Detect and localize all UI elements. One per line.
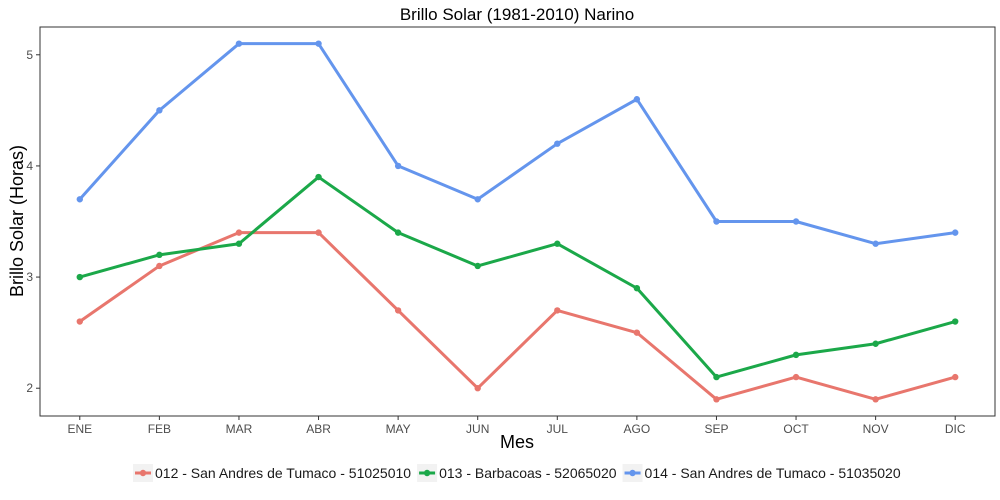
y-tick-label: 3 (26, 270, 33, 284)
series-3 (76, 40, 959, 247)
y-axis: 2 3 4 5 (26, 48, 40, 395)
legend-label: 012 - San Andres de Tumaco - 51025010 (155, 465, 411, 481)
x-axis-title: Mes (500, 432, 534, 452)
data-point (235, 40, 243, 47)
legend-item: 013 - Barbacoas - 52065020 (417, 464, 617, 482)
data-point (235, 240, 243, 247)
legend-key-point (423, 469, 431, 477)
data-point (554, 140, 561, 147)
data-point (554, 307, 561, 314)
legend-key-point (629, 469, 636, 477)
y-axis-title: Brillo Solar (Horas) (7, 145, 27, 297)
data-point (156, 262, 163, 270)
x-tick-label: JUN (466, 422, 489, 436)
x-tick-label: ABR (306, 422, 331, 436)
series-layer (76, 40, 959, 403)
data-point (952, 318, 959, 325)
plot-border (39, 26, 996, 417)
x-tick-label: MAY (386, 422, 411, 436)
series-2 (76, 173, 959, 381)
data-point (554, 240, 561, 247)
data-point (76, 273, 83, 281)
y-tick-label: 5 (26, 48, 33, 62)
x-tick-label: SEP (704, 422, 728, 436)
y-tick-label: 2 (26, 381, 33, 395)
data-point (474, 385, 481, 392)
data-point (633, 329, 641, 336)
data-point (76, 196, 83, 203)
x-tick-label: AGO (624, 422, 651, 436)
data-point (952, 229, 959, 236)
data-point (76, 318, 83, 325)
data-point (156, 107, 163, 114)
data-point (872, 396, 879, 403)
data-point (713, 373, 720, 381)
legend-item: 012 - San Andres de Tumaco - 51025010 (133, 464, 411, 482)
x-tick-label: NOV (863, 422, 889, 436)
series-line (78, 175, 957, 379)
x-tick-label: JUL (547, 422, 569, 436)
data-point (952, 373, 959, 381)
data-point (792, 351, 800, 359)
data-point (792, 218, 800, 225)
data-point (315, 40, 322, 47)
x-axis: ENE FEB MAR ABR MAY JUN JUL AGO SEP OCT NOV DIC (67, 416, 966, 436)
data-point (474, 196, 481, 203)
legend-label: 013 - Barbacoas - 52065020 (439, 465, 617, 481)
data-point (315, 229, 322, 236)
data-point (872, 340, 879, 347)
data-point (315, 173, 322, 181)
legend: 012 - San Andres de Tumaco - 51025010 013… (133, 464, 901, 482)
y-tick-label: 4 (26, 159, 33, 173)
x-tick-label: FEB (148, 422, 171, 436)
x-tick-label: OCT (783, 422, 809, 436)
legend-item: 014 - San Andres de Tumaco - 51035020 (622, 464, 901, 482)
data-point (235, 229, 243, 236)
x-tick-label: DIC (945, 422, 966, 436)
data-point (394, 229, 402, 236)
data-point (394, 307, 402, 314)
data-point (792, 373, 800, 381)
legend-key-point (139, 469, 147, 477)
x-tick-label: MAR (226, 422, 253, 436)
series-1 (76, 229, 959, 403)
series-line (78, 231, 957, 401)
data-point (156, 251, 163, 259)
data-point (872, 240, 879, 247)
x-tick-label: ENE (67, 422, 92, 436)
series-line (78, 42, 957, 246)
legend-label: 014 - San Andres de Tumaco - 51035020 (645, 465, 901, 481)
data-point (713, 396, 720, 403)
data-point (713, 218, 720, 225)
data-point (633, 96, 641, 103)
chart-title: Brillo Solar (1981-2010) Narino (400, 5, 634, 24)
data-point (394, 162, 402, 170)
data-point (474, 262, 481, 270)
data-point (633, 284, 641, 292)
